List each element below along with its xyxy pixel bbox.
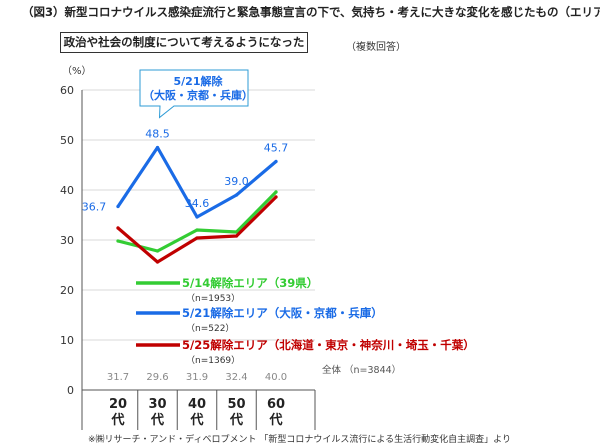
y-tick-label: 10 [60,334,74,347]
legend-label-1: 5/14解除エリア（39県） [182,276,318,290]
x-tick-label: 50 代 [227,397,245,428]
y-tick-label: 0 [67,384,74,397]
x-tick-label: 30 代 [148,397,166,428]
y-tick-label: 30 [60,234,74,247]
callout-line2: （大阪・京都・兵庫） [143,88,253,102]
data-label: 45.7 [264,142,289,155]
data-point [234,230,239,234]
legend-n-3: （n=1369） [186,355,240,366]
x-tick-label: 60 代 [267,397,285,428]
data-label: 48.5 [145,128,170,141]
y-tick-label: 20 [60,284,74,297]
overall-label: 全体 （n=3844） [322,364,401,376]
x-tick-label: 20 代 [109,397,127,428]
multiple-answer-note: （複数回答） [346,42,406,53]
data-point [155,145,160,150]
legend-label-2: 5/21解除エリア（大阪・京都・兵庫） [182,306,383,320]
overall-value: 32.4 [225,372,247,383]
data-point [116,239,120,243]
overall-value: 29.6 [146,372,168,383]
callout-line1: 5/21解除 [174,74,224,88]
data-point [274,195,278,199]
data-label: 34.6 [185,197,210,210]
data-point [234,193,239,197]
data-point [195,236,199,240]
data-point [155,249,160,253]
y-tick-label: 60 [60,84,74,97]
y-axis-unit: （%） [62,66,92,77]
data-point [274,159,278,164]
figure-heading: （図3）新型コロナウイルス感染症流行と緊急事態宣言の下で、気持ち・考えに大きな変… [22,5,600,19]
data-point [234,234,239,238]
y-tick-label: 40 [60,184,74,197]
y-tick-label: 50 [60,134,74,147]
data-point [155,260,160,264]
source-note: ※㈱リサーチ・アンド・ディベロプメント 「新型コロナウイルス流行による生活行動変… [88,435,511,445]
legend-n-1: （n=1953） [186,293,240,304]
data-point [195,215,199,219]
overall-value: 31.7 [107,372,129,383]
data-label: 39.0 [224,175,249,188]
chart-subtitle-box: 政治や社会の制度について考えるようになった [60,32,308,53]
data-point [116,204,120,209]
data-point [195,228,199,232]
x-tick-label: 40 代 [188,397,206,428]
overall-value: 31.9 [186,372,208,383]
legend-label-3: 5/25解除エリア（北海道・東京・神奈川・埼玉・千葉） [182,338,475,352]
data-point [274,190,278,194]
legend-n-2: （n=522） [186,323,234,334]
callout-box [139,69,249,119]
data-point [116,226,120,230]
data-label: 36.7 [82,201,107,214]
overall-value: 40.0 [265,372,287,383]
